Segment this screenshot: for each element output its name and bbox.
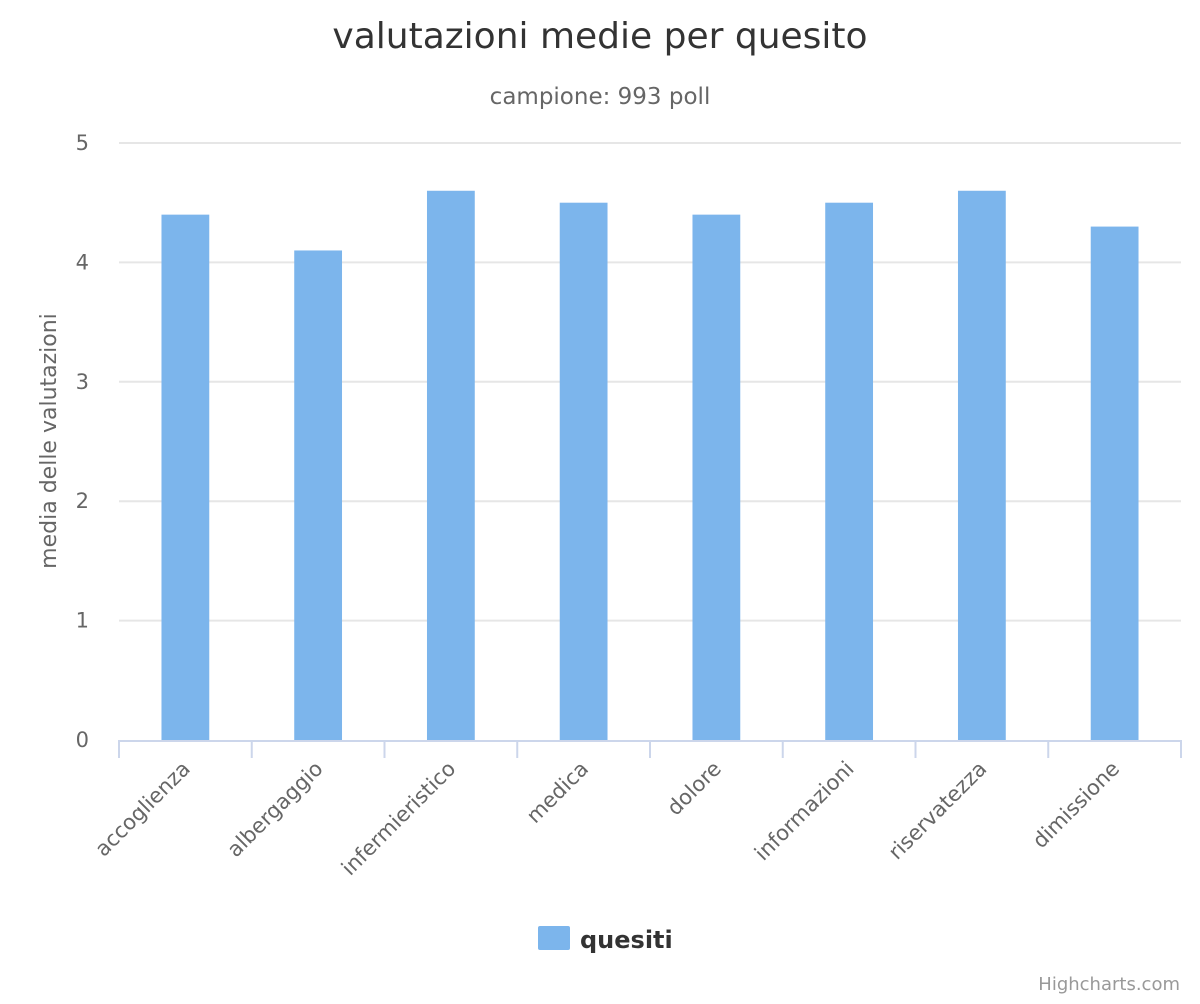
bar-medica bbox=[559, 202, 608, 740]
credits-link[interactable]: Highcharts.com bbox=[1038, 974, 1180, 995]
bar-accoglienza bbox=[161, 214, 210, 740]
y-tick-label: 3 bbox=[76, 370, 89, 394]
bar-riservatezza bbox=[957, 190, 1006, 740]
chart-title: valutazioni medie per quesito bbox=[332, 16, 867, 57]
bar-dolore bbox=[692, 214, 741, 740]
x-axis-tick-labels: accoglienza albergaggio infermieristico med… bbox=[90, 757, 1124, 881]
bar-informazioni bbox=[825, 202, 874, 740]
x-tick-label: riservatezza bbox=[884, 757, 992, 865]
x-tick-label: medica bbox=[522, 757, 593, 828]
y-tick-label: 2 bbox=[76, 489, 89, 513]
x-tick-label: dolore bbox=[662, 757, 726, 821]
bar-infermieristico bbox=[426, 190, 475, 740]
chart-subtitle: campione: 993 poll bbox=[490, 84, 711, 110]
y-tick-label: 5 bbox=[76, 131, 89, 155]
y-tick-label: 4 bbox=[76, 250, 89, 274]
x-tick-label: informazioni bbox=[750, 757, 859, 866]
bar-dimissione bbox=[1090, 226, 1139, 740]
y-axis-tick-labels: 0 1 2 3 4 5 bbox=[76, 131, 89, 752]
y-tick-label: 0 bbox=[76, 728, 89, 752]
bars bbox=[161, 190, 1139, 740]
x-axis bbox=[118, 740, 1182, 758]
x-tick-label: dimissione bbox=[1028, 757, 1124, 853]
x-tick-label: accoglienza bbox=[90, 757, 195, 862]
bar-albergaggio bbox=[294, 250, 343, 740]
legend-swatch[interactable] bbox=[538, 926, 570, 950]
grid-lines bbox=[119, 142, 1181, 622]
x-tick-label: albergaggio bbox=[222, 757, 327, 862]
legend-label[interactable]: quesiti bbox=[580, 926, 673, 954]
x-tick-label: infermieristico bbox=[337, 757, 461, 881]
y-axis-title: media delle valutazioni bbox=[37, 313, 62, 569]
legend[interactable]: quesiti bbox=[538, 926, 673, 954]
y-tick-label: 1 bbox=[76, 609, 89, 633]
